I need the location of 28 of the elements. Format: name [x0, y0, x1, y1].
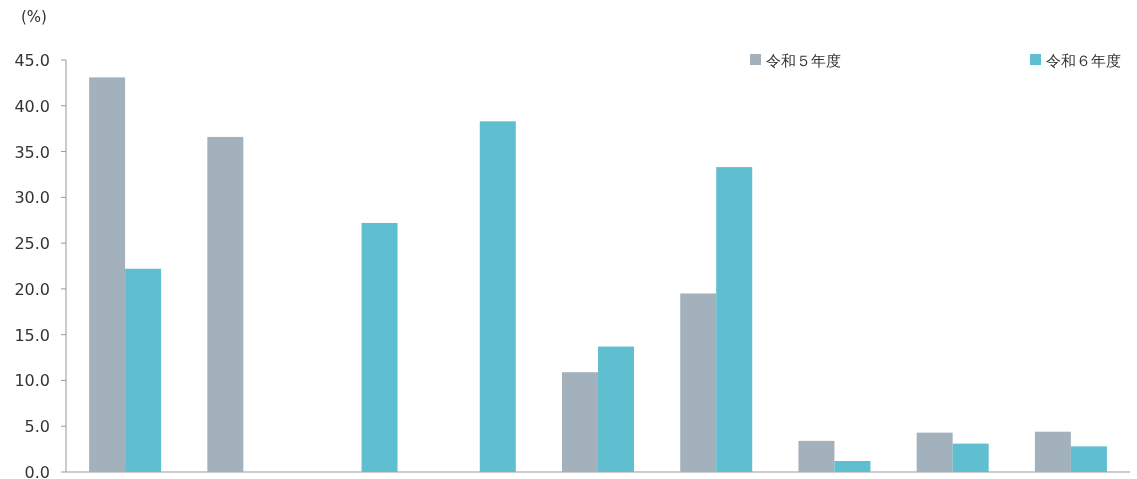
- legend-label: 令和６年度: [1046, 52, 1121, 70]
- bar: [798, 440, 835, 472]
- y-tick-label: 40.0: [14, 96, 50, 116]
- y-tick-label: 15.0: [14, 325, 50, 345]
- bar: [834, 461, 871, 472]
- bar: [207, 136, 244, 472]
- y-axis-title: (%): [21, 8, 47, 26]
- y-tick-label: 45.0: [14, 51, 50, 70]
- bar: [680, 293, 717, 472]
- bar: [1034, 431, 1071, 472]
- bar: [916, 432, 953, 472]
- y-tick-label: 0.0: [24, 463, 50, 479]
- y-tick-label: 5.0: [24, 417, 50, 437]
- y-tick-label: 25.0: [14, 234, 50, 254]
- bar: [479, 121, 516, 472]
- y-tick-label: 10.0: [14, 371, 50, 391]
- bar: [598, 346, 634, 472]
- bar: [125, 268, 162, 472]
- y-tick-label: 35.0: [14, 142, 50, 162]
- bar: [1070, 446, 1107, 472]
- bar: [361, 222, 398, 472]
- bar: [716, 167, 753, 472]
- y-tick-label: 30.0: [14, 188, 50, 208]
- bar: [952, 443, 989, 472]
- bar: [89, 77, 126, 472]
- legend-label: 令和５年度: [766, 52, 841, 70]
- bar: [562, 372, 598, 472]
- y-tick-label: 20.0: [14, 279, 50, 299]
